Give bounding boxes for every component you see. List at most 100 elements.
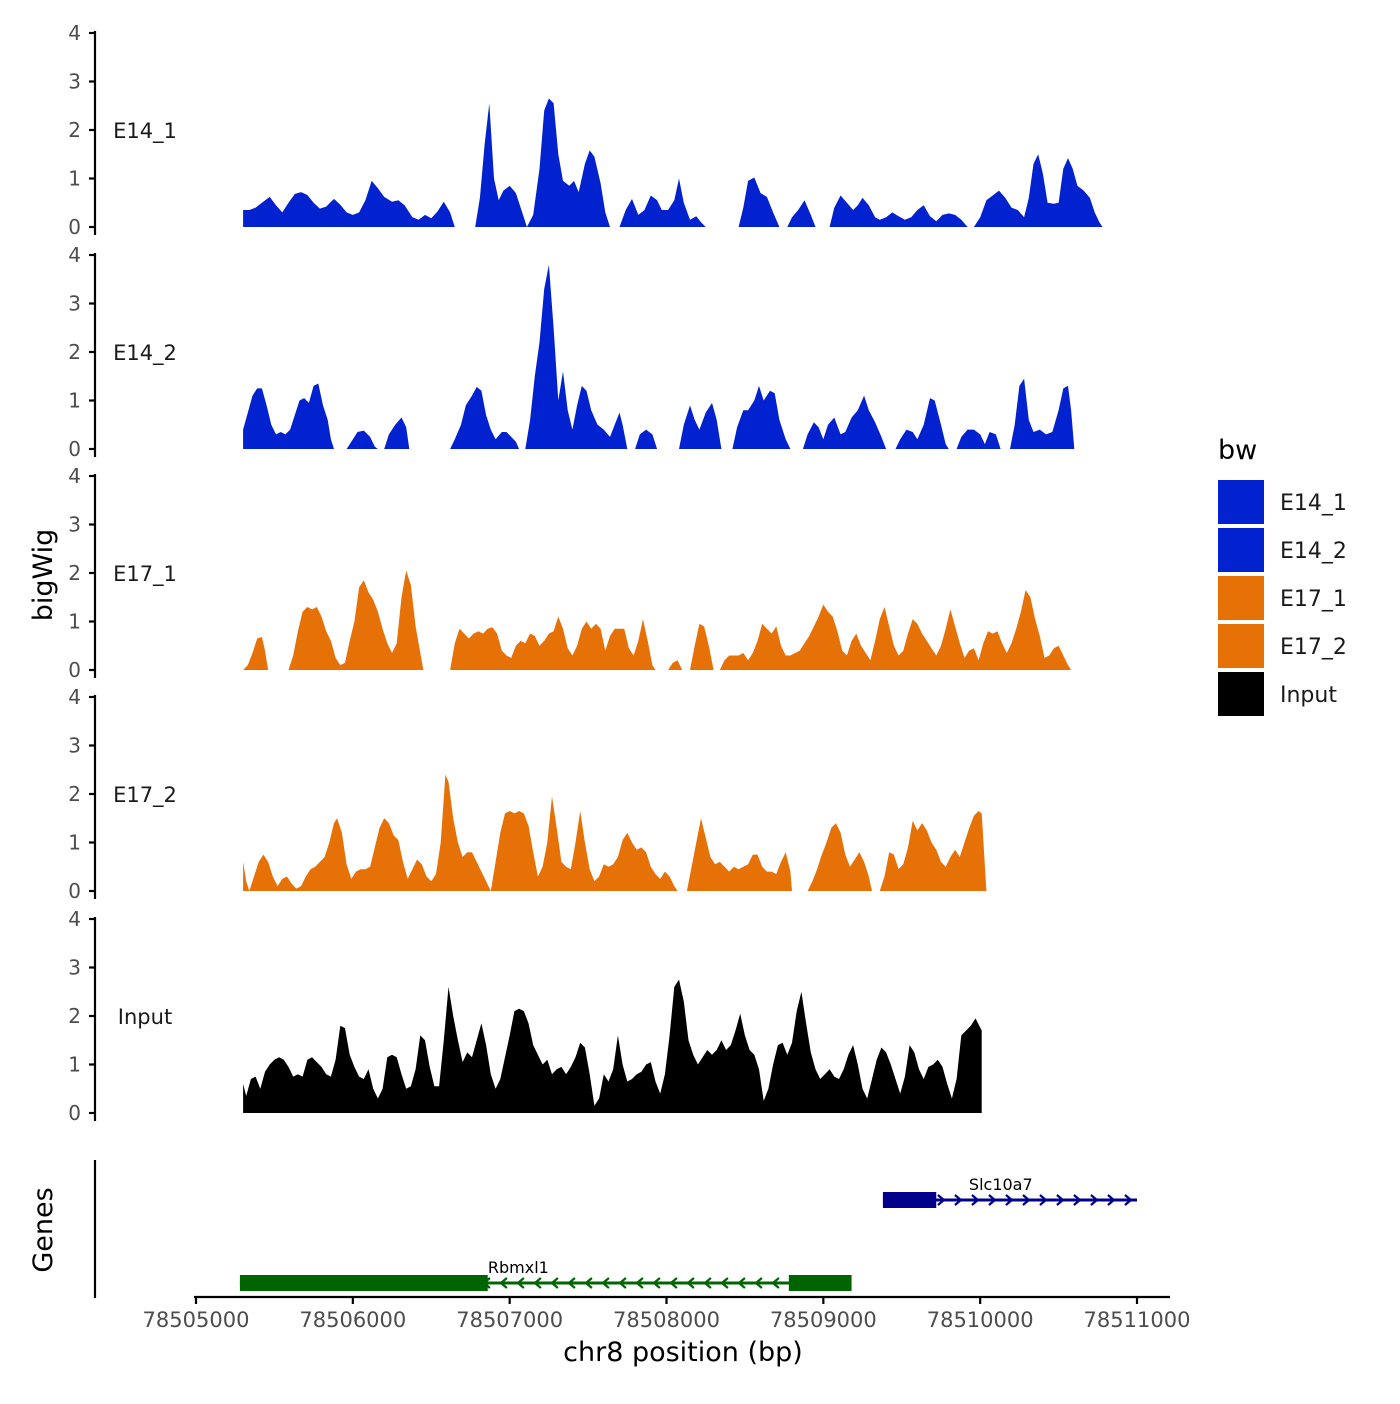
- legend-title: bw: [1218, 435, 1257, 466]
- y-tick-label: 0: [68, 437, 81, 461]
- legend-item-Input: Input: [1218, 672, 1337, 716]
- panel-label: E17_2: [113, 783, 177, 808]
- y-tick-label: 4: [68, 464, 81, 488]
- y-tick-label: 2: [68, 782, 81, 806]
- y-tick-label: 1: [68, 610, 81, 634]
- legend-swatch: [1218, 528, 1264, 572]
- legend-label: E17_2: [1280, 635, 1347, 660]
- gene-track: Rbmxl1 Slc10a7: [93, 1160, 1137, 1298]
- signal-panels: 0 1 2 3 4 E14_1 0 1 2 3 4 E14_2 0 1 2 3 4 E17_1 0 1 2 3 4 E17_2…: [68, 21, 1103, 1125]
- strand-arrow: [754, 1277, 763, 1289]
- y-tick-label: 1: [68, 831, 81, 855]
- gene-label: Slc10a7: [969, 1175, 1033, 1194]
- strand-arrow: [601, 1277, 610, 1289]
- x-tick-label: 78505000: [143, 1308, 250, 1332]
- panel-E17_2: 0 1 2 3 4 E17_2: [68, 685, 987, 903]
- y-tick-label: 2: [68, 1004, 81, 1028]
- strand-arrow: [771, 1277, 780, 1289]
- strand-arrow: [1073, 1194, 1082, 1206]
- strand-arrow: [1056, 1194, 1065, 1206]
- gene-Rbmxl1: Rbmxl1: [239, 1258, 852, 1291]
- strand-arrow: [618, 1277, 627, 1289]
- panel-label: Input: [118, 1005, 172, 1029]
- y-tick-label: 2: [68, 118, 81, 142]
- exon: [882, 1192, 937, 1208]
- panel-E14_2: 0 1 2 3 4 E14_2: [68, 243, 1075, 461]
- strand-arrow: [954, 1194, 963, 1206]
- area-E14_2: [243, 264, 1075, 449]
- legend-items: E14_1 E14_2 E17_1 E17_2 Input: [1218, 480, 1347, 716]
- y-tick-label: 1: [68, 389, 81, 413]
- strand-arrow: [737, 1277, 746, 1289]
- legend-swatch: [1218, 576, 1264, 620]
- area-E14_1: [243, 98, 1103, 227]
- y-tick-label: 3: [68, 292, 81, 316]
- legend-swatch: [1218, 624, 1264, 668]
- panel-Input: 0 1 2 3 4 Input: [68, 907, 982, 1125]
- x-axis-title: chr8 position (bp): [563, 1337, 803, 1368]
- strand-arrow: [703, 1277, 712, 1289]
- y-tick-label: 0: [68, 658, 81, 682]
- panel-label: E14_2: [113, 341, 177, 366]
- y-tick-label: 2: [68, 340, 81, 364]
- strand-arrow: [550, 1277, 559, 1289]
- y-tick-label: 0: [68, 1101, 81, 1125]
- y-tick-label: 3: [68, 734, 81, 758]
- x-tick-label: 78509000: [770, 1308, 877, 1332]
- area-E17_2: [243, 774, 987, 891]
- strand-arrow: [937, 1194, 946, 1206]
- strand-arrow: [1107, 1194, 1116, 1206]
- strand-arrow: [971, 1194, 980, 1206]
- legend-item-E14_1: E14_1: [1218, 480, 1347, 524]
- y-axis-title: bigWig: [28, 529, 59, 622]
- legend-label: E14_2: [1280, 539, 1347, 564]
- strand-arrow: [1005, 1194, 1014, 1206]
- strand-arrow: [1039, 1194, 1048, 1206]
- legend-label: E17_1: [1280, 587, 1347, 612]
- panel-E17_1: 0 1 2 3 4 E17_1: [68, 464, 1072, 682]
- strand-arrow: [635, 1277, 644, 1289]
- legend-swatch: [1218, 480, 1264, 524]
- area-Input: [243, 979, 982, 1113]
- strand-arrow: [652, 1277, 661, 1289]
- x-tick-label: 78508000: [613, 1308, 720, 1332]
- legend-item-E17_1: E17_1: [1218, 576, 1347, 620]
- x-tick-label: 78511000: [1084, 1308, 1191, 1332]
- y-tick-label: 1: [68, 1053, 81, 1077]
- gene-label: Rbmxl1: [488, 1258, 549, 1277]
- y-tick-label: 4: [68, 685, 81, 709]
- legend-item-E17_2: E17_2: [1218, 624, 1347, 668]
- legend-label: Input: [1280, 683, 1337, 708]
- panel-label: E14_1: [113, 119, 177, 144]
- panel-E14_1: 0 1 2 3 4 E14_1: [68, 21, 1103, 239]
- y-tick-label: 0: [68, 215, 81, 239]
- x-tick-label: 78510000: [927, 1308, 1034, 1332]
- y-tick-label: 0: [68, 879, 81, 903]
- strand-arrow: [499, 1277, 508, 1289]
- y-tick-label: 3: [68, 513, 81, 537]
- exon: [239, 1275, 488, 1291]
- strand-arrow: [1124, 1194, 1133, 1206]
- y-tick-label: 1: [68, 167, 81, 191]
- y-tick-label: 3: [68, 70, 81, 94]
- strand-arrow: [584, 1277, 593, 1289]
- strand-arrow: [669, 1277, 678, 1289]
- strand-arrow: [686, 1277, 695, 1289]
- strand-arrow: [516, 1277, 525, 1289]
- y-tick-label: 4: [68, 907, 81, 931]
- x-axis: 78505000 78506000 78507000 78508000 78509000…: [143, 1295, 1191, 1332]
- panel-label: E17_1: [113, 562, 177, 587]
- strand-arrow: [567, 1277, 576, 1289]
- legend-item-E14_2: E14_2: [1218, 528, 1347, 572]
- area-E17_1: [243, 570, 1072, 670]
- gene-track-title: Genes: [28, 1187, 59, 1272]
- y-tick-label: 4: [68, 243, 81, 267]
- strand-arrow: [533, 1277, 542, 1289]
- y-tick-label: 2: [68, 561, 81, 585]
- y-tick-label: 3: [68, 956, 81, 980]
- exon: [788, 1275, 852, 1291]
- y-tick-label: 4: [68, 21, 81, 45]
- strand-arrow: [1090, 1194, 1099, 1206]
